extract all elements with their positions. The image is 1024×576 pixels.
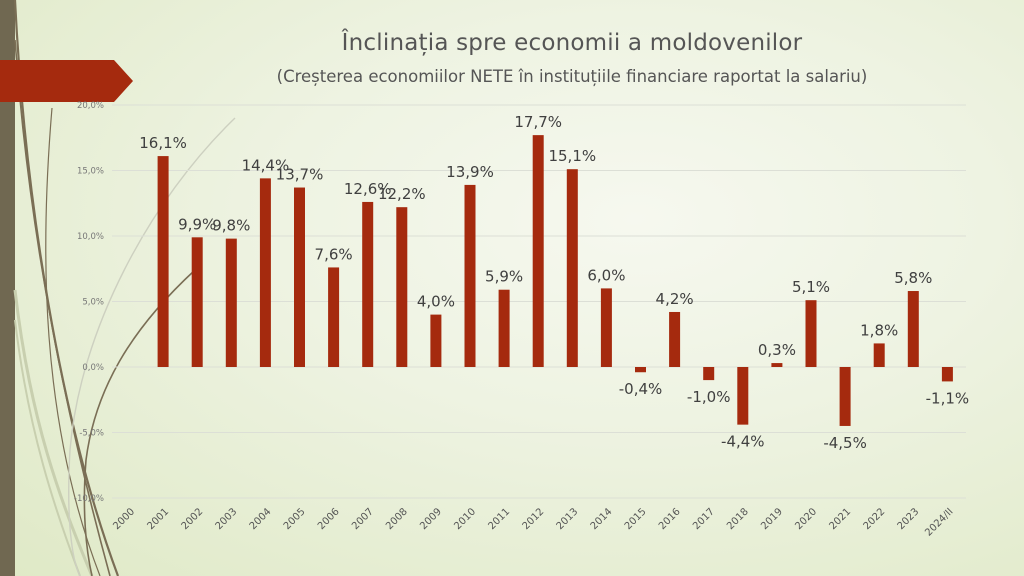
data-label: 5,1% [792, 278, 830, 296]
x-tick-label: 2015 [623, 506, 649, 532]
x-tick-label: 2010 [452, 506, 478, 532]
bar-2016 [669, 311, 681, 367]
data-label: 13,9% [446, 163, 494, 181]
x-tick-label: 2022 [862, 506, 888, 532]
x-tick-label: 2024/II [923, 506, 955, 538]
chart-subtitle: (Creșterea economiilor NETE în instituți… [276, 67, 868, 86]
x-tick-label: 2017 [691, 506, 717, 532]
x-tick-label: 2013 [555, 506, 581, 532]
bar-2014 [600, 288, 612, 367]
bar-2015 [635, 367, 646, 373]
x-tick-label: 2004 [248, 506, 274, 532]
x-tick-label: 2021 [827, 506, 853, 532]
y-tick-label: 0,0% [82, 363, 104, 373]
bar-2004 [259, 178, 271, 367]
x-tick-label: 2011 [486, 506, 512, 532]
bar-2009 [430, 314, 442, 367]
x-tick-label: 2006 [316, 506, 342, 532]
y-tick-label: 10,0% [77, 232, 104, 242]
x-tick-label: 2019 [759, 506, 785, 532]
x-tick-label: 2005 [282, 506, 308, 532]
y-tick-label: -5,0% [79, 429, 104, 439]
bar-2002 [191, 237, 203, 367]
data-label: 15,1% [548, 147, 596, 165]
bar-2005 [294, 187, 305, 367]
bar-2003 [225, 238, 237, 367]
data-label: 14,4% [242, 156, 290, 174]
y-tick-label: 20,0% [77, 101, 104, 111]
data-label: -1,0% [687, 388, 731, 406]
data-label: -1,1% [926, 389, 970, 407]
x-tick-label: 2020 [793, 506, 819, 532]
bar-2007 [362, 201, 374, 367]
bar-2001 [157, 156, 169, 367]
bar-2008 [396, 207, 408, 367]
bar-2020 [805, 300, 817, 367]
bar-2018 [737, 367, 749, 425]
data-label: 5,8% [894, 269, 932, 287]
data-label: 5,9% [485, 268, 523, 286]
data-label: 1,8% [860, 321, 898, 339]
x-tick-label: 2009 [418, 506, 444, 532]
y-tick-label: -10,0% [74, 494, 104, 504]
data-label: 4,2% [656, 290, 694, 308]
side-bar-decoration [0, 0, 15, 576]
data-label: 0,3% [758, 341, 796, 359]
x-tick-label: 2012 [521, 506, 547, 532]
data-label: 12,6% [344, 180, 392, 198]
y-tick-label: 5,0% [82, 298, 104, 308]
bar-2017 [703, 367, 715, 381]
data-label: 13,7% [276, 166, 324, 184]
bar-2024-II [941, 367, 953, 382]
data-label: 9,9% [178, 215, 216, 233]
x-tick-label: 2000 [111, 506, 137, 532]
data-label: 17,7% [514, 113, 562, 131]
data-label: 9,8% [212, 217, 250, 235]
x-tick-label: 2003 [214, 506, 240, 532]
data-label: 7,6% [315, 245, 353, 263]
x-tick-label: 2018 [725, 506, 751, 532]
x-tick-label: 2008 [384, 506, 410, 532]
data-label: -4,5% [823, 434, 867, 452]
bar-2021 [839, 367, 851, 426]
x-tick-label: 2016 [657, 506, 683, 532]
bar-2019 [771, 363, 783, 367]
data-label: -4,4% [721, 433, 765, 451]
bar-2010 [464, 184, 476, 367]
x-tick-label: 2023 [896, 506, 922, 532]
bar-2013 [566, 169, 578, 367]
bar-2012 [532, 135, 544, 367]
y-tick-label: 15,0% [77, 167, 104, 177]
x-tick-label: 2001 [145, 506, 171, 532]
data-label: 6,0% [587, 266, 625, 284]
bar-2006 [328, 267, 340, 367]
title-arrow-decoration [0, 60, 133, 102]
bar-2011 [498, 289, 510, 367]
bar-2022 [873, 343, 885, 367]
data-label: 16,1% [139, 134, 187, 152]
x-tick-label: 2007 [350, 506, 376, 532]
bar-2023 [907, 291, 919, 367]
chart-title: Înclinația spre economii a moldovenilor [341, 30, 803, 56]
data-label: 4,0% [417, 293, 455, 311]
x-tick-label: 2002 [180, 506, 206, 532]
x-tick-label: 2014 [589, 506, 615, 532]
data-label: 12,2% [378, 185, 426, 203]
data-label: -0,4% [619, 380, 663, 398]
